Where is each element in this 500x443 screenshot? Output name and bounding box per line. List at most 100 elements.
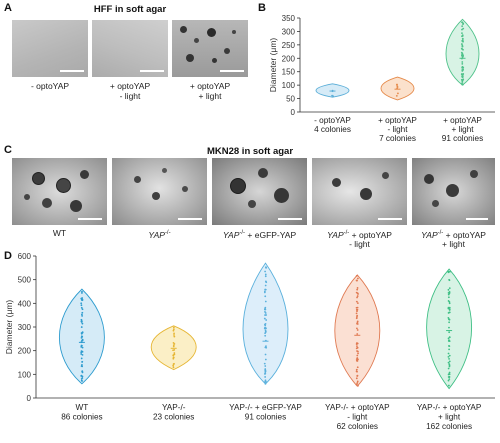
y-tick-label: 200 — [282, 54, 296, 63]
data-point — [356, 380, 359, 383]
data-point — [80, 374, 83, 377]
data-point — [448, 270, 451, 273]
data-point — [356, 314, 359, 317]
caption-c-1: WT — [52, 228, 67, 238]
y-tick-label: 400 — [18, 299, 32, 308]
data-point — [462, 40, 464, 43]
data-point — [395, 94, 398, 97]
data-point — [264, 353, 267, 356]
violin-4 — [426, 268, 473, 390]
data-point — [447, 361, 450, 364]
data-point — [172, 341, 175, 344]
panel-letter-c: C — [4, 144, 12, 156]
data-point — [264, 322, 267, 325]
data-point — [80, 304, 83, 307]
category-label: 86 colonies — [61, 413, 102, 422]
category-label: YAP-/- + optoYAP — [325, 403, 390, 412]
data-point — [461, 65, 464, 68]
data-point — [264, 382, 267, 385]
data-point — [447, 340, 450, 342]
data-point — [264, 370, 267, 373]
data-point — [461, 32, 463, 35]
data-point — [263, 317, 266, 320]
data-point — [447, 379, 450, 382]
data-point — [173, 352, 176, 354]
data-point — [264, 306, 267, 309]
data-point — [81, 292, 83, 294]
data-point — [80, 345, 83, 348]
data-point — [448, 371, 451, 374]
data-point — [81, 298, 84, 301]
data-point — [81, 311, 84, 314]
category-label: + optoYAP — [378, 116, 417, 125]
y-tick-label: 500 — [18, 276, 32, 285]
data-point — [355, 368, 358, 371]
data-point — [448, 336, 451, 339]
data-point — [461, 21, 464, 24]
micrograph-yap-ko-egfp-yap — [212, 158, 307, 225]
data-point — [265, 319, 268, 321]
y-tick-label: 150 — [282, 68, 296, 77]
data-point — [461, 52, 464, 55]
data-point — [172, 344, 175, 347]
data-point — [448, 348, 451, 351]
data-point — [81, 361, 83, 363]
data-point — [462, 23, 464, 26]
data-point — [461, 39, 464, 41]
data-point — [264, 284, 267, 287]
category-label: + optoYAP — [443, 116, 482, 125]
data-point — [448, 292, 451, 295]
category-label: - light — [387, 125, 408, 134]
data-point — [172, 363, 175, 366]
data-point — [173, 332, 175, 335]
scale-bar — [140, 70, 164, 72]
data-point — [356, 345, 358, 347]
data-point — [448, 321, 451, 324]
data-point — [80, 357, 83, 360]
data-point — [81, 353, 84, 356]
y-axis-label: Diameter (μm) — [268, 38, 278, 93]
category-label: 4 colonies — [314, 125, 351, 134]
data-point — [356, 320, 359, 323]
data-point — [356, 277, 359, 280]
data-point — [448, 309, 451, 311]
data-point — [80, 335, 83, 338]
scale-bar — [220, 70, 244, 72]
data-point — [397, 92, 399, 95]
data-point — [81, 308, 84, 311]
data-point — [461, 69, 464, 71]
data-point — [461, 28, 463, 31]
data-point — [264, 373, 266, 375]
data-point — [396, 83, 398, 86]
category-label: 91 colonies — [245, 413, 286, 422]
data-point — [447, 337, 450, 340]
data-point — [461, 80, 464, 82]
data-point — [172, 364, 175, 367]
data-point — [81, 315, 84, 317]
y-tick-label: 350 — [282, 14, 296, 23]
data-point — [356, 350, 358, 352]
data-point — [80, 306, 83, 309]
data-point — [355, 359, 358, 362]
data-point — [355, 383, 358, 386]
data-point — [447, 307, 450, 310]
data-point — [448, 326, 450, 329]
data-point — [264, 365, 267, 367]
data-point — [355, 275, 358, 277]
caption-a-1: - optoYAP — [30, 81, 70, 91]
data-point — [356, 354, 359, 357]
data-point — [447, 367, 450, 370]
micrograph-yap-ko — [112, 158, 207, 225]
data-point — [460, 47, 463, 50]
category-label: YAP-/- + optoYAP — [417, 403, 482, 412]
scale-bar — [278, 218, 302, 220]
data-point — [448, 311, 451, 314]
data-point — [80, 297, 83, 300]
data-point — [448, 375, 451, 378]
data-point — [80, 344, 83, 347]
data-point — [264, 376, 267, 378]
data-point — [356, 366, 359, 369]
data-point — [448, 365, 451, 368]
category-label: WT — [76, 403, 89, 412]
